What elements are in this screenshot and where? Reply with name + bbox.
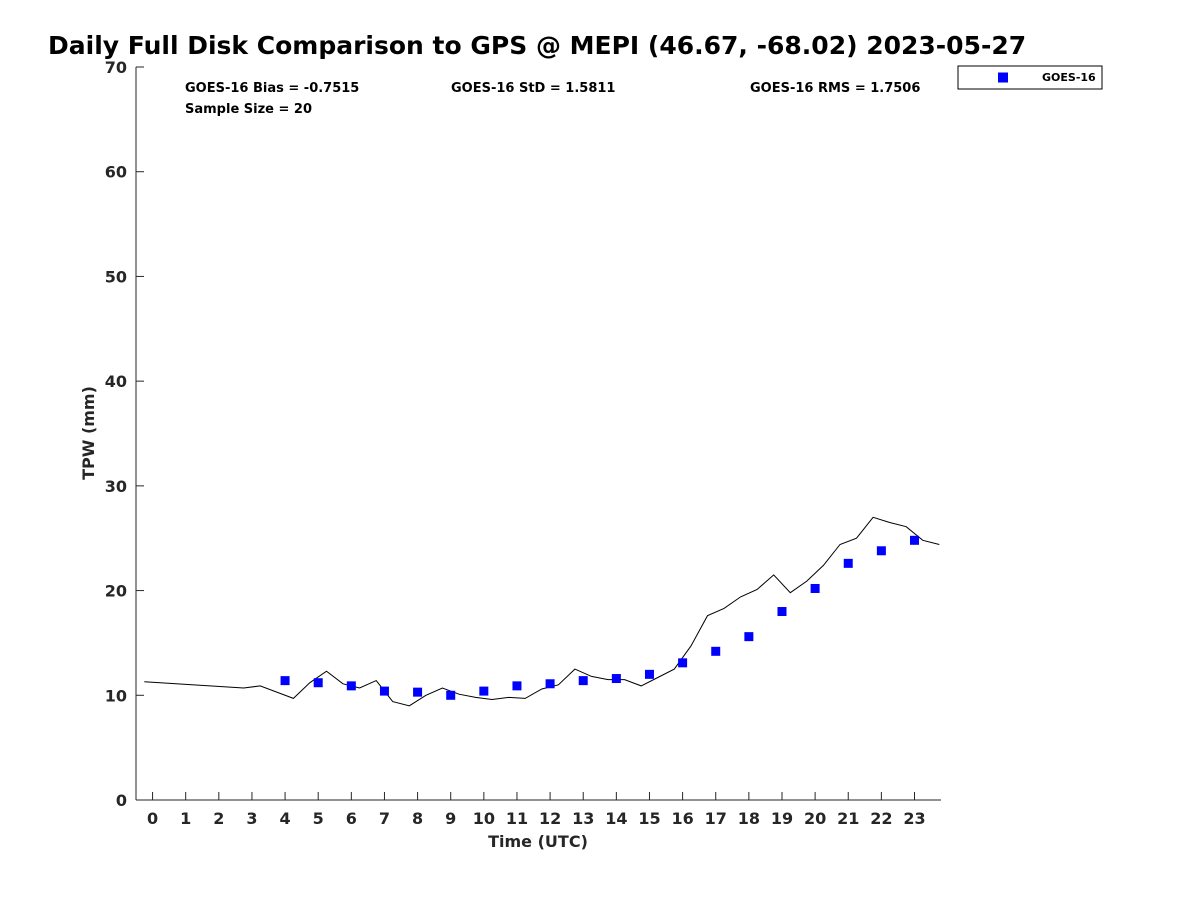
x-tick-label: 11 <box>506 809 528 828</box>
y-tick-label: 70 <box>105 58 127 77</box>
x-tick-label: 17 <box>705 809 727 828</box>
goes16-point <box>611 674 621 684</box>
goes16-point <box>512 681 522 691</box>
y-tick-label: 30 <box>105 477 127 496</box>
x-tick-label: 0 <box>147 809 158 828</box>
goes16-point <box>777 607 787 617</box>
chart-title: Daily Full Disk Comparison to GPS @ MEPI… <box>48 31 1026 60</box>
x-tick-label: 14 <box>605 809 627 828</box>
goes16-point <box>280 676 290 686</box>
goes16-point <box>446 690 456 700</box>
stat-bias: GOES-16 Bias = -0.7515 <box>185 81 359 96</box>
x-axis-label: Time (UTC) <box>488 832 588 851</box>
goes16-point <box>744 632 754 642</box>
x-tick-label: 2 <box>213 809 224 828</box>
y-tick-label: 60 <box>105 163 127 182</box>
goes16-point <box>413 687 423 697</box>
gps-tpw-line <box>144 516 940 707</box>
axis-ticks: 0 1 2 3 4 5 6 7 8 9 10 11 12 13 14 15 16 17 18 19 20 21 22 2301… <box>105 58 926 828</box>
stat-rms: GOES-16 RMS = 1.7506 <box>750 81 920 96</box>
y-tick-label: 40 <box>105 372 127 391</box>
x-tick-label: 16 <box>671 809 693 828</box>
stat-sample-size: Sample Size = 20 <box>185 102 312 117</box>
x-tick-label: 20 <box>804 809 826 828</box>
legend-marker <box>998 72 1008 83</box>
x-tick-label: 6 <box>346 809 357 828</box>
x-tick-label: 3 <box>246 809 257 828</box>
goes16-point <box>644 669 654 679</box>
stat-std: GOES-16 StD = 1.5811 <box>451 81 615 96</box>
goes16-point <box>346 681 356 691</box>
goes16-point <box>578 676 588 686</box>
y-axis-label: TPW (mm) <box>79 386 98 480</box>
x-tick-label: 18 <box>738 809 760 828</box>
x-tick-label: 10 <box>473 809 495 828</box>
goes16-point <box>479 686 489 696</box>
legend-box <box>957 65 1103 90</box>
x-tick-label: 4 <box>280 809 291 828</box>
x-tick-label: 12 <box>539 809 561 828</box>
goes16-point <box>711 646 721 656</box>
x-tick-label: 13 <box>572 809 594 828</box>
x-tick-label: 23 <box>903 809 925 828</box>
x-tick-label: 22 <box>870 809 892 828</box>
goes16-point <box>876 546 886 556</box>
y-tick-label: 10 <box>105 686 127 705</box>
legend-label-goes16: GOES-16 <box>1042 71 1096 84</box>
x-tick-label: 8 <box>412 809 423 828</box>
x-tick-label: 1 <box>180 809 191 828</box>
goes16-point <box>313 678 323 688</box>
goes16-point <box>810 583 820 593</box>
x-tick-label: 7 <box>379 809 390 828</box>
y-tick-label: 20 <box>105 582 127 601</box>
plot-axes <box>135 67 941 801</box>
goes16-points-layer <box>280 535 919 700</box>
y-tick-label: 50 <box>105 267 127 286</box>
x-tick-label: 9 <box>445 809 456 828</box>
gps-line-layer <box>144 516 940 707</box>
goes16-point <box>843 558 853 568</box>
x-tick-label: 21 <box>837 809 859 828</box>
goes16-point <box>678 658 688 668</box>
x-tick-label: 19 <box>771 809 793 828</box>
x-tick-label: 5 <box>313 809 324 828</box>
x-tick-label: 15 <box>638 809 660 828</box>
goes16-point <box>909 535 919 545</box>
y-tick-label: 0 <box>116 791 127 810</box>
goes16-point <box>545 679 555 689</box>
legend: GOES-16 <box>957 65 1103 90</box>
goes16-point <box>379 686 389 696</box>
